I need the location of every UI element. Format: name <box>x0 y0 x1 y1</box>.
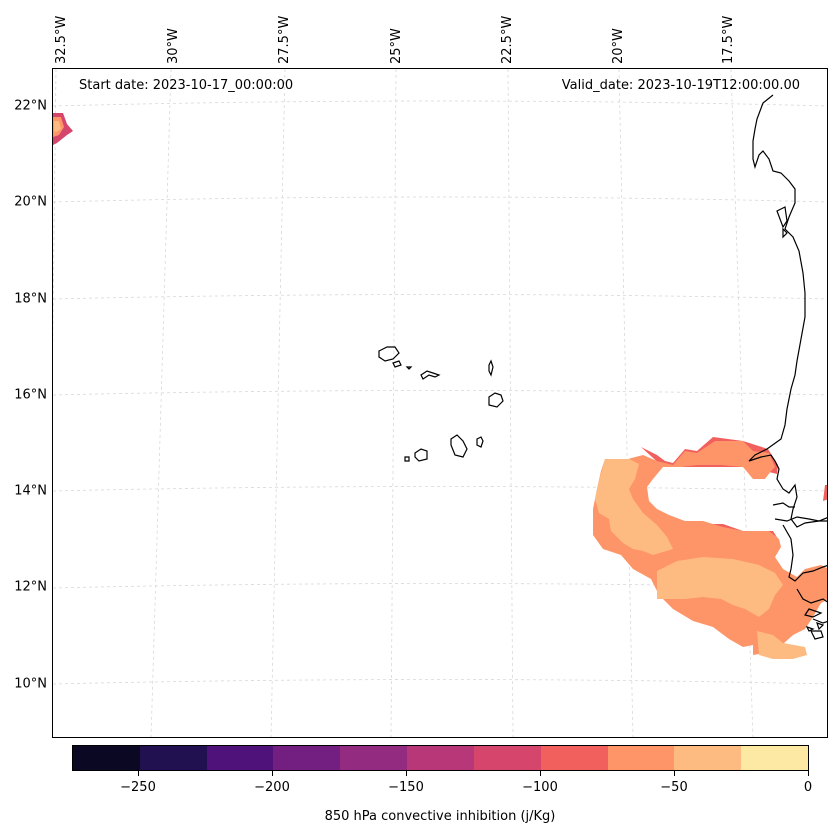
lon-label-25W: 25°W <box>389 28 404 64</box>
lat-label-20N: 20°N <box>14 194 47 210</box>
colorbar-swatch-1 <box>139 746 207 770</box>
lat-label-18N: 18°N <box>14 291 47 307</box>
island-santa-luzia <box>405 366 413 370</box>
colorbar-swatch-9 <box>674 746 742 770</box>
colorbar-swatch-10 <box>741 746 808 770</box>
island-maio <box>476 436 484 448</box>
africa-island-s1 <box>816 622 825 631</box>
colorbar-label-250: −250 <box>120 780 156 795</box>
colorbar-swatch-8 <box>607 746 675 770</box>
lon-label-32.5W: 32.5°W <box>54 15 69 64</box>
meridian-22.5W <box>507 69 514 737</box>
colorbar-tick-250 <box>138 771 139 776</box>
parallel-16N <box>53 390 827 396</box>
parallel-14N <box>53 486 827 492</box>
cin-field <box>53 113 827 659</box>
lat-label-12N: 12°N <box>14 579 47 595</box>
colorbar-label-100: −100 <box>522 780 558 795</box>
colorbar-swatch-7 <box>540 746 608 770</box>
africa-coast-gambia <box>774 516 827 522</box>
africa-coastline-south <box>782 524 827 582</box>
colorbar-title: 850 hPa convective inhibition (j/Kg) <box>324 809 556 824</box>
colorbar-label-0: 0 <box>803 780 813 795</box>
colorbar-label-50: −50 <box>660 780 688 795</box>
africa-coast-hatch <box>776 206 788 239</box>
colorbar-tick-0 <box>808 771 809 776</box>
africa-coastline-se <box>812 618 827 624</box>
lon-label-17.5W: 17.5°W <box>721 15 736 64</box>
meridian-27.5W <box>270 69 286 737</box>
coastlines <box>378 94 827 640</box>
colorbar-tick-100 <box>540 771 541 776</box>
colorbar-swatch-0 <box>73 746 140 770</box>
colorbar-tick-50 <box>674 771 675 776</box>
colorbar-label-150: −150 <box>388 780 424 795</box>
africa-coastline <box>748 94 827 528</box>
colorbar-label-200: −200 <box>254 780 290 795</box>
cin-patch-light-se <box>757 631 807 659</box>
colorbar-swatch-5 <box>407 746 474 770</box>
lat-label-16N: 16°N <box>14 387 47 403</box>
colorbar <box>72 745 809 771</box>
africa-coastline-bijagos <box>804 608 823 618</box>
island-sao-nicolau <box>420 370 441 380</box>
colorbar-swatch-3 <box>273 746 341 770</box>
parallel-18N <box>53 294 827 300</box>
parallel-20N <box>53 196 827 203</box>
island-boa-vista <box>488 392 504 408</box>
africa-coastline-guinea <box>796 588 827 604</box>
valid-date-label: Valid_date: 2023-10-19T12:00:00.00 <box>561 78 800 93</box>
cin-patch-light-south <box>657 557 783 617</box>
meridian-30W <box>150 69 172 737</box>
lon-label-20W: 20°W <box>611 28 626 64</box>
lon-label-27.5W: 27.5°W <box>277 15 292 64</box>
parallel-22N <box>53 100 827 107</box>
island-brava <box>404 456 410 462</box>
island-sao-vicente <box>392 360 402 368</box>
colorbar-tick-200 <box>272 771 273 776</box>
lat-label-22N: 22°N <box>14 98 47 114</box>
island-santo-antao <box>378 346 400 362</box>
meridian-20W <box>618 69 634 737</box>
parallel-10N <box>53 679 827 685</box>
map-panel[interactable] <box>52 68 828 738</box>
colorbar-tick-150 <box>406 771 407 776</box>
colorbar-swatch-4 <box>340 746 408 770</box>
africa-coast-senegal-detail <box>772 502 795 508</box>
island-fogo <box>414 448 428 462</box>
island-santiago <box>450 434 468 458</box>
lat-label-10N: 10°N <box>14 676 47 692</box>
colorbar-swatch-2 <box>206 746 274 770</box>
colorbar-swatch-6 <box>473 746 541 770</box>
gridlines <box>53 69 827 737</box>
parallel-12N <box>53 583 827 589</box>
meridian-32.5W <box>53 69 57 354</box>
lon-label-30W: 30°W <box>166 28 181 64</box>
lat-label-14N: 14°N <box>14 483 47 499</box>
cin-patch-light <box>595 459 673 555</box>
cin-patch-northwest-core <box>54 121 61 132</box>
start-date-label: Start date: 2023-10-17_00:00:00 <box>79 78 294 93</box>
africa-island-s2 <box>805 625 815 632</box>
africa-island-s3 <box>810 630 824 640</box>
lon-label-22.5W: 22.5°W <box>500 15 515 64</box>
map-canvas <box>53 69 827 737</box>
cin-patch-red-east <box>823 485 827 501</box>
meridian-25W <box>390 69 397 737</box>
island-sal <box>488 359 494 377</box>
